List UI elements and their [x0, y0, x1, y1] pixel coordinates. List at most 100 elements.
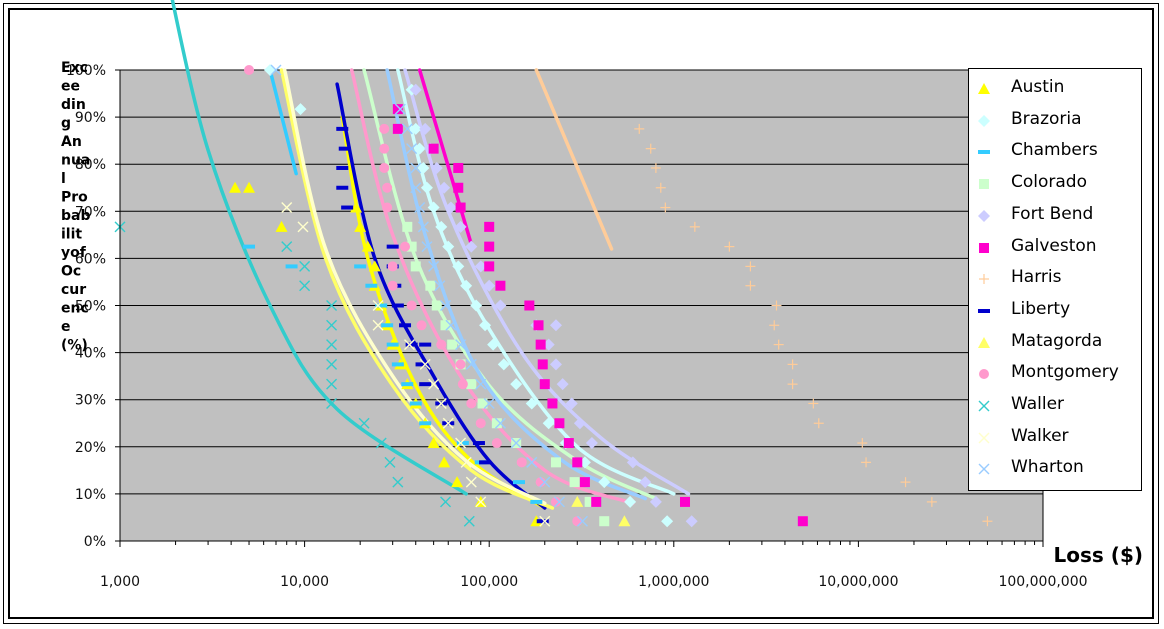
legend-item-liberty: Liberty	[969, 295, 1141, 325]
point-wharton	[434, 280, 446, 292]
point-fort-bend	[409, 83, 422, 96]
trend-curve-chambers	[268, 68, 298, 176]
point-walker	[460, 456, 472, 468]
point-harris	[689, 221, 700, 232]
point-galveston	[591, 496, 602, 507]
point-brazoria	[542, 417, 555, 430]
point-waller	[299, 260, 311, 272]
point-austin	[427, 437, 440, 449]
y-tick-label: 0%	[84, 534, 106, 550]
y-axis-title-line: Pro	[61, 190, 88, 206]
point-wharton	[553, 496, 565, 508]
point-harris	[773, 339, 784, 350]
point-harris	[745, 261, 756, 272]
point-galveston	[533, 320, 544, 331]
point-harris	[787, 379, 798, 390]
legend-label: Liberty	[1011, 298, 1071, 319]
point-walker	[297, 221, 309, 233]
point-colorado	[402, 221, 413, 232]
point-fort-bend	[454, 220, 467, 233]
point-brazoria	[470, 299, 483, 312]
point-galveston	[537, 359, 548, 370]
point-colorado	[440, 320, 451, 331]
trend-curves	[170, 0, 691, 510]
point-brazoria	[460, 279, 473, 292]
legend-symbol	[978, 209, 990, 222]
point-colorado	[491, 418, 502, 429]
point-wharton	[401, 123, 413, 135]
legend-item-galveston: Galveston	[969, 232, 1141, 262]
point-montgomery	[491, 438, 502, 449]
point-liberty	[415, 362, 428, 367]
y-axis-title-line: (%)	[61, 338, 88, 354]
legend-label: Harris	[1011, 267, 1062, 288]
point-fort-bend	[556, 378, 569, 391]
point-galveston	[392, 123, 403, 134]
legend-item-colorado: Colorado	[969, 168, 1141, 198]
point-austin	[350, 201, 363, 213]
point-galveston	[572, 457, 583, 468]
point-harris	[808, 398, 819, 409]
point-liberty	[391, 303, 404, 308]
legend-label: Wharton	[1011, 457, 1084, 478]
chart-inner-frame	[8, 8, 1154, 619]
point-galveston	[484, 241, 495, 252]
point-walker	[372, 300, 384, 311]
point-wharton	[410, 182, 422, 194]
x-axis-title: Loss ($)	[1054, 543, 1143, 567]
point-austin	[354, 220, 367, 232]
y-axis-title-line: g	[61, 116, 71, 132]
point-montgomery	[387, 280, 398, 291]
point-wharton	[414, 202, 426, 214]
point-montgomery	[475, 418, 486, 429]
point-wharton	[455, 339, 467, 351]
legend-item-chambers: Chambers	[969, 136, 1141, 166]
point-chambers	[530, 499, 543, 504]
point-harris	[982, 516, 993, 527]
point-wharton	[483, 397, 495, 409]
point-harris	[926, 496, 937, 507]
point-fort-bend	[585, 437, 598, 450]
point-harris	[787, 359, 798, 370]
point-liberty	[386, 244, 399, 249]
point-fort-bend	[549, 358, 562, 371]
point-chambers	[354, 264, 367, 269]
point-walker	[428, 378, 440, 390]
point-montgomery	[379, 162, 390, 173]
point-matagorda	[618, 515, 631, 527]
point-waller	[384, 456, 396, 468]
point-montgomery	[457, 379, 468, 390]
point-galveston	[535, 339, 546, 350]
point-fort-bend	[542, 338, 555, 351]
y-tick-label: 100%	[66, 63, 106, 79]
point-galveston	[554, 418, 565, 429]
point-galveston	[453, 182, 464, 193]
point-waller	[392, 476, 404, 488]
point-colorado	[466, 379, 477, 390]
point-wharton	[428, 260, 440, 272]
point-harris	[861, 457, 872, 468]
point-montgomery	[406, 300, 417, 311]
point-brazoria	[442, 240, 455, 253]
point-galveston	[579, 477, 590, 488]
legend-item-wharton: Wharton	[969, 453, 1141, 483]
point-harris	[769, 320, 780, 331]
legend-marker	[978, 114, 990, 127]
point-galveston	[392, 104, 403, 115]
point-montgomery	[379, 143, 390, 154]
point-fort-bend	[573, 417, 586, 430]
point-liberty	[341, 205, 354, 210]
point-liberty	[419, 382, 432, 387]
point-wharton	[475, 378, 487, 390]
point-brazoria	[294, 103, 307, 116]
point-wharton	[406, 143, 418, 155]
point-liberty	[479, 460, 492, 465]
point-chambers	[391, 362, 404, 367]
legend-marker	[979, 274, 989, 285]
point-wharton	[270, 64, 282, 76]
point-brazoria	[452, 260, 465, 273]
point-colorado	[569, 477, 580, 488]
point-galveston	[484, 221, 495, 232]
point-liberty	[419, 342, 432, 347]
point-galveston	[547, 398, 558, 409]
